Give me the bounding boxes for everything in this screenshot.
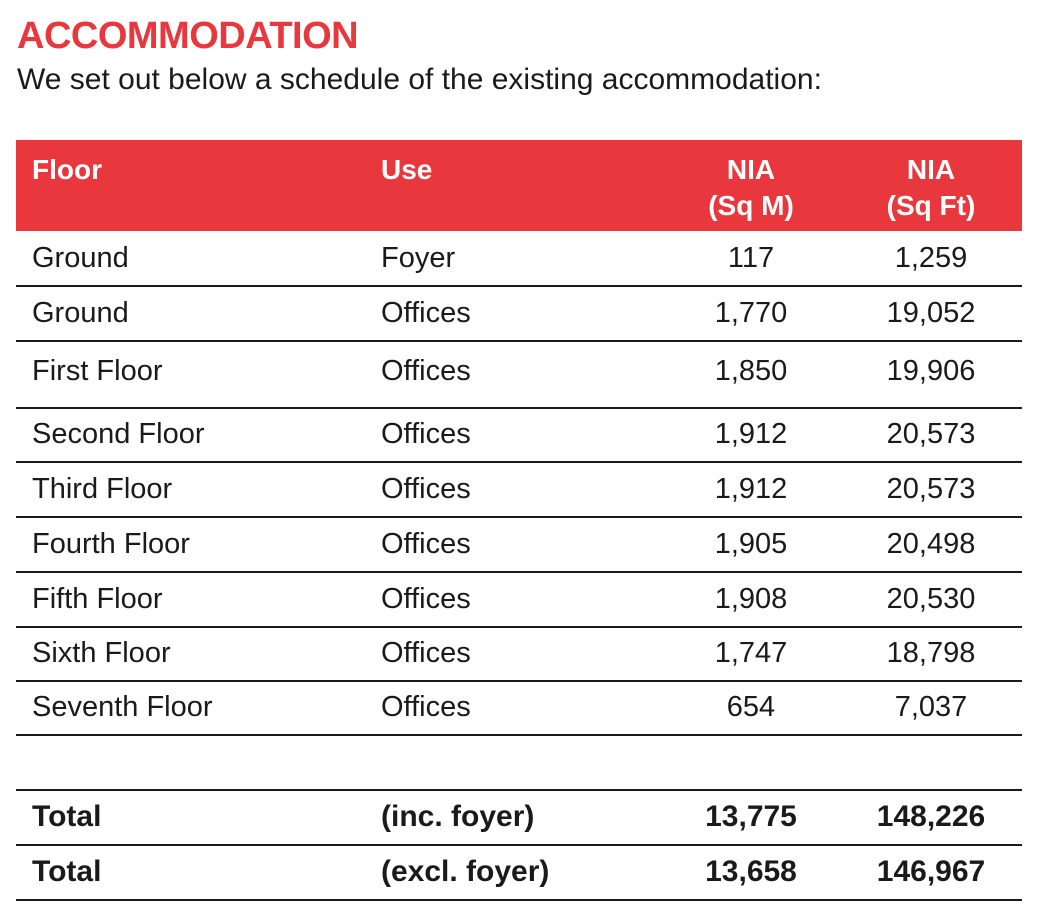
header-nia-sqm: NIA (Sq M)	[656, 152, 846, 224]
cell-nia-sqft: 20,530	[886, 583, 976, 615]
cell-nia-sqm: 1,747	[714, 637, 788, 669]
cell-use: Offices	[381, 691, 471, 723]
total-use: (inc. foyer)	[381, 800, 535, 833]
cell-floor: Ground	[32, 297, 129, 329]
header-nia-sqft-line2: (Sq Ft)	[886, 190, 976, 221]
cell-use: Offices	[381, 297, 471, 329]
cell-nia-sqm: 1,770	[714, 297, 788, 329]
cell-nia-sqft: 7,037	[894, 691, 968, 723]
cell-nia-sqm: 1,912	[714, 418, 788, 450]
total-nia-sqm: 13,775	[705, 800, 797, 833]
cell-floor: Seventh Floor	[32, 691, 213, 723]
cell-use: Offices	[381, 637, 471, 669]
cell-use: Offices	[381, 355, 471, 387]
total-row-inc-foyer: Total (inc. foyer) 13,775 148,226	[16, 791, 1022, 846]
total-row-excl-foyer: Total (excl. foyer) 13,658 146,967	[16, 846, 1022, 901]
total-nia-sqft: 148,226	[876, 800, 986, 833]
cell-nia-sqft: 20,498	[886, 528, 976, 560]
cell-floor: Fourth Floor	[32, 528, 190, 560]
cell-use: Offices	[381, 418, 471, 450]
header-floor: Floor	[32, 154, 102, 185]
header-use: Use	[381, 154, 433, 185]
total-label: Total	[32, 800, 102, 833]
cell-floor: Third Floor	[32, 473, 173, 505]
cell-floor: Ground	[32, 242, 129, 274]
table-row: Ground Foyer 117 1,259	[16, 231, 1022, 287]
total-label: Total	[32, 855, 102, 888]
total-nia-sqft: 146,967	[876, 855, 986, 888]
cell-nia-sqft: 20,573	[886, 418, 976, 450]
cell-nia-sqm: 654	[726, 691, 776, 723]
table-row: Second Floor Offices 1,912 20,573	[16, 409, 1022, 463]
cell-use: Foyer	[381, 242, 456, 274]
header-nia-sqft-line1: NIA	[906, 154, 956, 185]
header-nia-sqft: NIA (Sq Ft)	[846, 152, 1016, 224]
page-title: ACCOMMODATION	[17, 15, 359, 57]
table-spacer	[16, 736, 1022, 791]
table-row: Sixth Floor Offices 1,747 18,798	[16, 628, 1022, 682]
table-row: First Floor Offices 1,850 19,906	[16, 342, 1022, 409]
table-row: Seventh Floor Offices 654 7,037	[16, 682, 1022, 736]
cell-nia-sqft: 18,798	[886, 637, 976, 669]
cell-nia-sqm: 117	[727, 242, 775, 274]
header-nia-sqm-line2: (Sq M)	[708, 190, 794, 221]
table-header: Floor Use NIA (Sq M) NIA (Sq Ft)	[16, 140, 1022, 231]
cell-nia-sqm: 1,850	[714, 355, 788, 387]
cell-use: Offices	[381, 473, 471, 505]
table-row: Third Floor Offices 1,912 20,573	[16, 463, 1022, 518]
cell-nia-sqft: 1,259	[894, 242, 968, 274]
accommodation-table: Floor Use NIA (Sq M) NIA (Sq Ft) Ground …	[16, 140, 1022, 901]
cell-nia-sqft: 19,052	[886, 297, 976, 329]
total-nia-sqm: 13,658	[705, 855, 797, 888]
total-use: (excl. foyer)	[381, 855, 550, 888]
cell-nia-sqft: 20,573	[886, 473, 976, 505]
cell-nia-sqm: 1,905	[714, 528, 788, 560]
table-row: Ground Offices 1,770 19,052	[16, 287, 1022, 342]
header-nia-sqm-line1: NIA	[726, 154, 776, 185]
cell-nia-sqm: 1,908	[714, 583, 788, 615]
cell-use: Offices	[381, 583, 471, 615]
cell-floor: Sixth Floor	[32, 637, 171, 669]
table-row: Fifth Floor Offices 1,908 20,530	[16, 573, 1022, 628]
cell-nia-sqm: 1,912	[714, 473, 788, 505]
cell-use: Offices	[381, 528, 471, 560]
cell-floor: First Floor	[32, 355, 163, 387]
intro-text: We set out below a schedule of the exist…	[17, 63, 822, 96]
cell-floor: Fifth Floor	[32, 583, 163, 615]
cell-floor: Second Floor	[32, 418, 205, 450]
cell-nia-sqft: 19,906	[886, 355, 976, 387]
table-row: Fourth Floor Offices 1,905 20,498	[16, 518, 1022, 573]
